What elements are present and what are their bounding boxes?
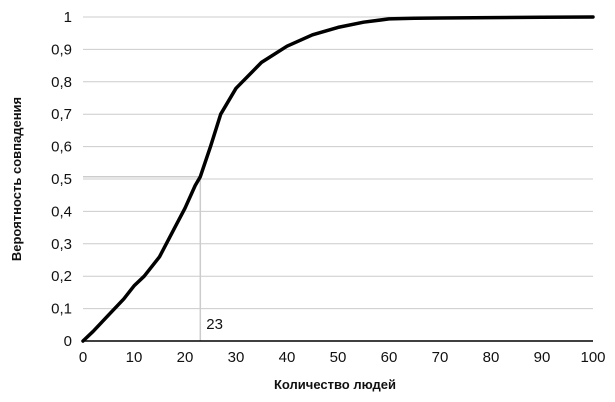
x-tick-label: 100 (580, 349, 605, 366)
x-tick-label: 30 (228, 349, 245, 366)
y-axis-title: Вероятность совпадения (9, 97, 24, 261)
y-tick-label: 0 (64, 333, 72, 350)
x-tick-label: 60 (381, 349, 398, 366)
x-tick-label: 10 (126, 349, 143, 366)
series-line (81, 15, 595, 343)
y-tick-label: 0,3 (51, 236, 72, 253)
x-tick-label: 0 (79, 349, 87, 366)
y-tick-label: 0,6 (51, 139, 72, 156)
x-tick-labels: 0 10 20 30 40 50 60 70 80 90 100 (79, 349, 606, 366)
x-axis-title: Количество людей (274, 377, 396, 392)
x-tick-label: 20 (177, 349, 194, 366)
x-tick-label: 90 (534, 349, 551, 366)
y-tick-label: 1 (64, 9, 72, 26)
y-tick-label: 0,7 (51, 106, 72, 123)
y-tick-labels: 0 0,1 0,2 0,3 0,4 0,5 0,6 0,7 0,8 0,9 1 (51, 9, 72, 350)
y-tick-label: 0,8 (51, 74, 72, 91)
y-tick-label: 0,5 (51, 171, 72, 188)
x-tick-label: 80 (483, 349, 500, 366)
y-tick-label: 0,4 (51, 203, 72, 220)
annotation-group (83, 175, 202, 341)
grid-lines (83, 16, 593, 310)
x-tick-label: 50 (330, 349, 347, 366)
x-tick-label: 40 (279, 349, 296, 366)
y-tick-label: 0,1 (51, 301, 72, 318)
x-tick-label: 70 (432, 349, 449, 366)
y-tick-label: 0,2 (51, 268, 72, 285)
annotation-label: 23 (206, 316, 223, 333)
series-layer (81, 15, 595, 343)
y-tick-label: 0,9 (51, 41, 72, 58)
